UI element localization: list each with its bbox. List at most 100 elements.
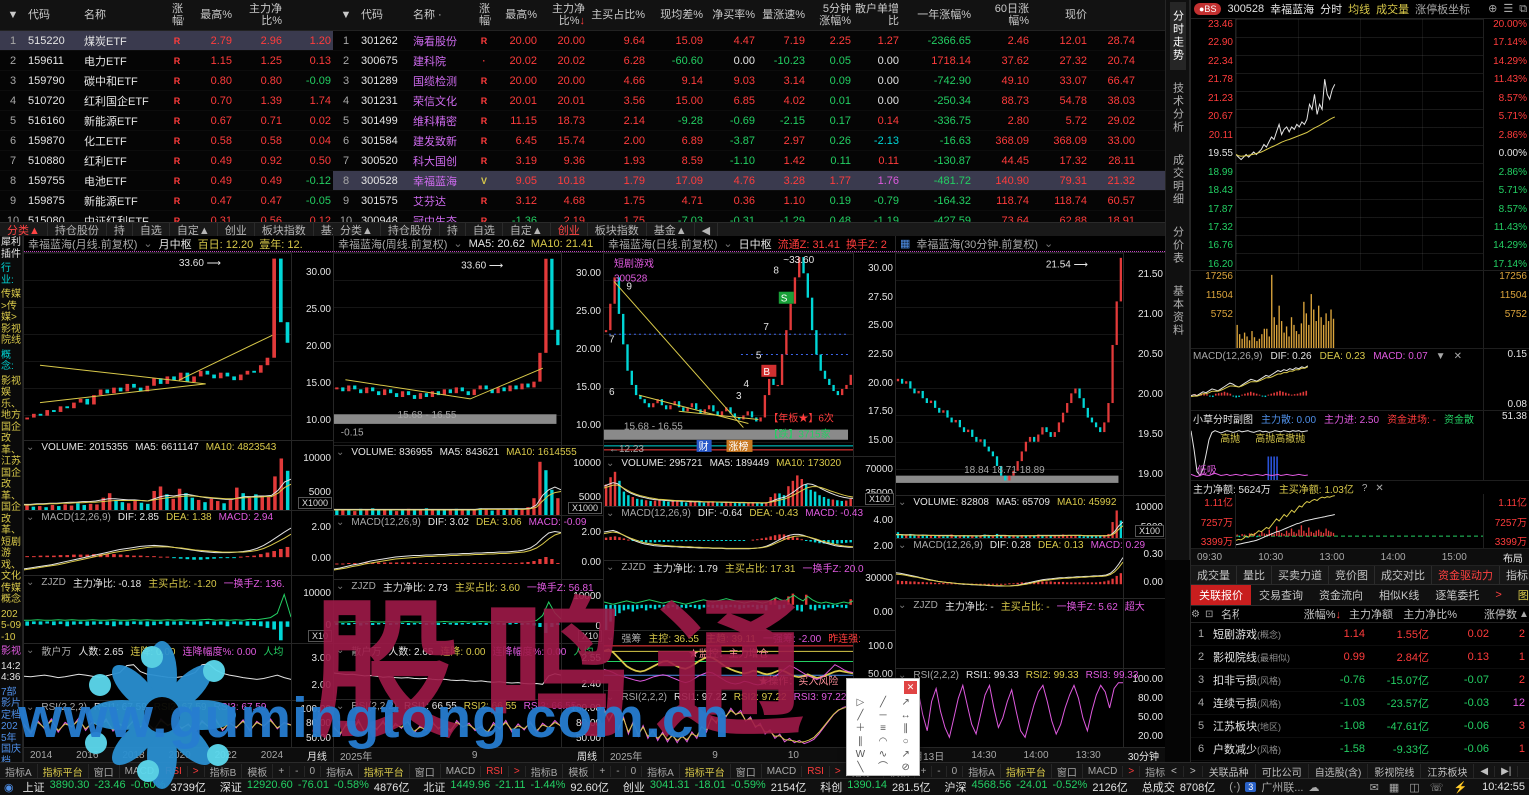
collapse-icon[interactable]: ⌄ — [606, 562, 615, 573]
tab-影视院线[interactable]: 影视院线 — [1368, 763, 1422, 779]
column-header[interactable]: 代码 — [28, 9, 50, 21]
main-net-inflow-chart[interactable]: 主力净额: 5624万 主买净额: 1.03亿? ✕ 1.11亿 7257万 3399万 1… — [1191, 481, 1529, 549]
index-沪深[interactable]: 沪深 4568.56 -24.01 -0.52% 2126亿 — [945, 779, 1128, 795]
index-创业[interactable]: 创业 3041.31 -18.01 -0.59% 2154亿 — [623, 779, 806, 795]
price-section[interactable]: 33.60 ⟶ 30.00 25.00 20.00 15.00 10.00 — [24, 252, 333, 440]
sub-section[interactable]: ⌄ MACD(12,26,9) DIF: 2.85 DEA: 1.38 MACD: 2.… — [24, 510, 333, 575]
tool-指标A[interactable]: 指标A — [0, 763, 38, 779]
draw-tool-icon[interactable]: ╱ — [857, 710, 864, 721]
collapse-icon[interactable]: ⌄ — [336, 645, 345, 656]
collapse-icon[interactable]: ⌄ — [336, 447, 345, 458]
table-row[interactable]: 3 301289 国缆检测 R 20.00 20.00 4.66 9.14 9.03 3.14 0.… — [333, 71, 1165, 91]
column-header[interactable]: 一年涨幅% — [917, 9, 971, 21]
header-icon[interactable]: ☰ — [1503, 3, 1514, 15]
column-header[interactable]: 涨幅% — [479, 3, 491, 27]
table-row[interactable]: 4 510720 红利国企ETF R 0.70 1.39 1.74 — [0, 91, 333, 111]
tool-窗口[interactable]: 窗口 — [731, 763, 762, 779]
table-row[interactable]: 1 515220 煤炭ETF R 2.79 2.96 1.20 — [0, 31, 333, 51]
tab-持[interactable]: 持 — [107, 223, 133, 237]
column-header[interactable]: 主力净额 — [1349, 609, 1393, 621]
draw-tool-icon[interactable]: ≡ — [880, 723, 886, 734]
related-row[interactable]: 1 短剧游戏(概念) 1.14 1.55亿 0.02 2 — [1191, 623, 1529, 646]
index-深证[interactable]: 深证 12920.60 -76.01 -0.58% 4876亿 — [220, 779, 409, 795]
table-row[interactable]: 8 300528 幸福蓝海 V 9.05 10.18 1.79 17.09 4.76 3.28 1.… — [333, 171, 1165, 191]
table-row[interactable]: 7 510880 红利ETF R 0.49 0.92 0.50 — [0, 151, 333, 171]
table-row[interactable]: 8 159755 电池ETF R 0.49 0.49 -0.12 — [0, 171, 333, 191]
chart-panel-1[interactable]: 幸福蓝海(周线.前复权) ⌄ MA5: 20.62 MA10: 21.41 33.60 … — [333, 236, 603, 763]
tool--[interactable]: - — [932, 765, 947, 777]
collapse-icon[interactable]: ⌄ — [26, 442, 35, 453]
vtab-技术分析[interactable]: 技术分析 — [1171, 82, 1184, 134]
related-row[interactable]: 4 连续亏损(风格) -1.03 -23.57亿 -0.03 12 — [1191, 692, 1529, 715]
sub-section[interactable]: ⌄ ZJZD 主力净比: - 主买占比: - 一换手Z: 5.62 超大 — [896, 598, 1165, 668]
column-header[interactable]: 代码 — [361, 9, 383, 21]
tab-持[interactable]: 持 — [440, 223, 466, 237]
tab-分类▲[interactable]: 分类▲ — [0, 223, 48, 237]
mode-涨停板坐标[interactable]: 涨停板坐标 — [1415, 4, 1471, 16]
tool-指标平台[interactable]: 指标平台 — [38, 763, 89, 779]
header-icon[interactable]: ⊕ — [1488, 3, 1498, 15]
related-row[interactable]: 2 影视院线(最相似) 0.99 2.84亿 0.13 1 — [1191, 646, 1529, 669]
tool->[interactable]: > — [1123, 765, 1141, 777]
draw-tool-icon[interactable]: ↔ — [900, 710, 911, 721]
tool-指标A[interactable]: 指标A — [642, 763, 680, 779]
xiaocao-subchart[interactable]: 小草分时副图 主力散: 0.00 主力进: 2.50 资金进场: - 资金散 高抛 高抛高撤… — [1191, 411, 1529, 481]
tool-RSI[interactable]: RSI — [802, 765, 830, 777]
tool-0[interactable]: 0 — [947, 765, 964, 777]
price-section[interactable]: 21.54 ⟶ 18.84 18.71 18.89 21.50 21.00 20.50 2… — [896, 252, 1165, 495]
tray-icon[interactable]: ▦ — [1388, 781, 1400, 794]
draw-tool-icon[interactable]: ⌒ — [877, 762, 888, 773]
mode-均线[interactable]: 均线 — [1348, 4, 1371, 16]
column-header[interactable]: 5分钟 涨幅% — [819, 3, 851, 27]
gear-icon[interactable]: ⚙ — [1191, 608, 1200, 620]
table-row[interactable]: 6 301584 建发致新 R 6.45 15.74 2.00 6.89 -3.87 2.97 0.… — [333, 131, 1165, 151]
collapse-icon[interactable]: ⌄ — [898, 670, 907, 681]
sub-section[interactable]: ⌄ VOLUME: 836955 MA5: 843621 MA10: 1614555 1… — [334, 445, 603, 515]
mode-成交量[interactable]: 成交量 — [1376, 4, 1410, 16]
column-header[interactable]: 散户单增比 — [855, 3, 899, 27]
tab-创业[interactable]: 创业 — [551, 223, 588, 237]
price-section[interactable]: 短剧游戏 300528 ~33.60 9 8 7 5 4 3 7 6 B S 15.68 - 16.55 ←… — [604, 252, 895, 456]
collapse-icon[interactable]: ⌄ — [336, 581, 345, 592]
tool-模板[interactable]: 模板 — [563, 763, 595, 779]
sub-section[interactable]: ⌄ MACD(12,26,9) DIF: 3.02 DEA: 3.06 MACD: -0… — [334, 515, 603, 579]
tool-RSI[interactable]: RSI — [481, 765, 509, 777]
tool-0[interactable]: 0 — [626, 765, 643, 777]
tab-资金流向[interactable]: 资金流向 — [1319, 590, 1363, 602]
sub-section[interactable]: ⌄ VOLUME: 2015355 MA5: 6611147 MA10: 482354… — [24, 440, 333, 510]
related-row[interactable]: 6 户数减少(风格) -1.58 -9.33亿 -0.06 1 — [1191, 738, 1529, 761]
tab-自定▲[interactable]: 自定▲ — [503, 223, 551, 237]
table-row[interactable]: 5 516160 新能源ETF R 0.67 0.71 0.02 — [0, 111, 333, 131]
column-header[interactable]: 量涨速% — [762, 9, 805, 21]
tab-自选股(含)[interactable]: 自选股(含) — [1309, 763, 1369, 779]
help-icon[interactable]: ? — [1361, 482, 1368, 494]
tab-分类▲[interactable]: 分类▲ — [333, 223, 381, 237]
tab-持仓股份[interactable]: 持仓股份 — [48, 223, 107, 237]
draw-tool-icon[interactable]: ∥ — [903, 723, 909, 734]
tray-icon[interactable]: ⚡ — [1453, 781, 1468, 794]
tab-竞价图[interactable]: 竞价图 — [1329, 566, 1375, 584]
table-row[interactable]: 2 300675 建科院 · 20.02 20.02 6.28 -60.60 0.00 -10.2… — [333, 51, 1165, 71]
tool-MACD[interactable]: MACD — [762, 765, 803, 777]
intraday-volume-chart[interactable]: 17256 11504 5752 17256 11504 5752 — [1191, 271, 1529, 349]
sub-section[interactable]: ⌄ 散户万 人数: 2.65 连降: 0.00 连降幅度%: 0.00 人均 2.55 2.4… — [334, 643, 603, 699]
column-header[interactable]: ▼ — [7, 9, 19, 21]
sub-section[interactable]: ⌄ ZJZD 主力净比: 1.79 主买占比: 17.31 一换手Z: 20.0 3000… — [604, 560, 895, 630]
draw-tool-icon[interactable]: ╱ — [879, 697, 886, 708]
collapse-icon[interactable]: ⌄ — [606, 508, 615, 519]
tool-+[interactable]: + — [594, 765, 612, 777]
tab-量比[interactable]: 量比 — [1237, 566, 1272, 584]
collapse-icon[interactable]: ⌄ — [898, 497, 907, 508]
collapse-icon[interactable]: ⌄ — [26, 512, 35, 523]
layout-button[interactable]: 布局 — [1502, 553, 1523, 565]
bs-badge[interactable]: ●BS — [1194, 3, 1222, 15]
tab-自选[interactable]: 自选 — [133, 223, 170, 237]
column-header[interactable]: 主力净比%↓ — [552, 3, 585, 27]
header-icon[interactable]: ⧉ — [1519, 3, 1528, 15]
tab-<[interactable]: < — [1165, 765, 1184, 777]
table-row[interactable]: 7 300520 科大国创 R 3.19 9.36 1.93 8.59 -1.10 1.42 0.1… — [333, 151, 1165, 171]
collapse-icon[interactable]: ⌄ — [606, 458, 615, 469]
draw-tool-icon[interactable]: ─ — [879, 710, 887, 721]
tool-模板[interactable]: 模板 — [242, 763, 274, 779]
table-row[interactable]: 3 159790 碳中和ETF R 0.80 0.80 -0.09 — [0, 71, 333, 91]
